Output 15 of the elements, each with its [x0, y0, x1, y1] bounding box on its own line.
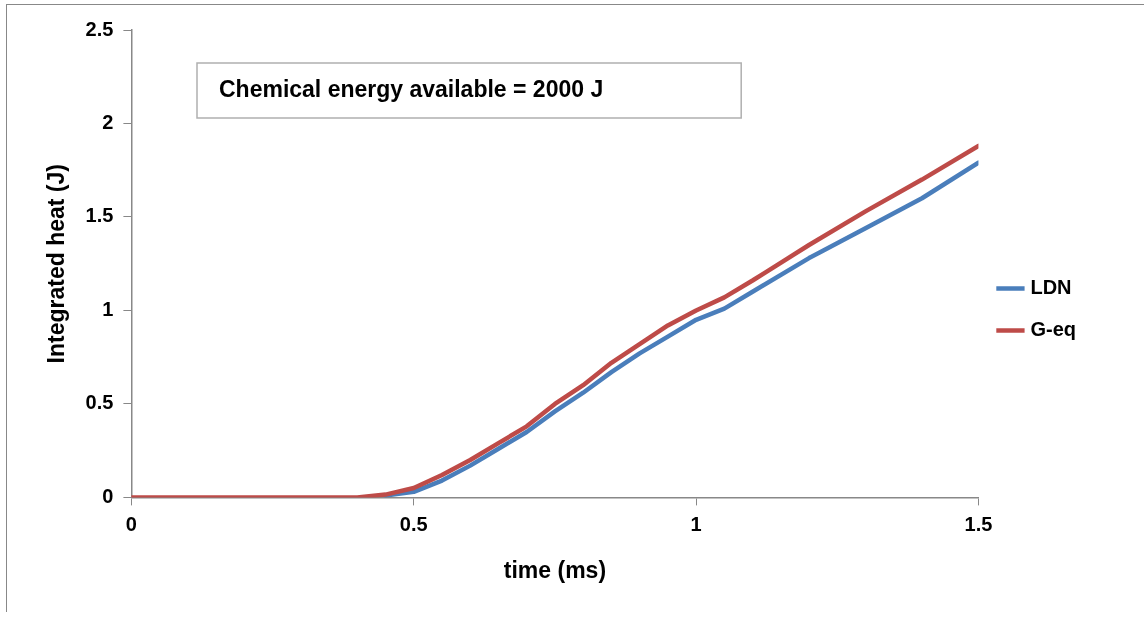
x-tick-label: 0.5 [399, 512, 428, 535]
y-tick-label: 0.5 [85, 391, 114, 414]
x-axis-title: time (ms) [503, 556, 607, 583]
legend-label: G-eq [1030, 318, 1077, 341]
legend-label: LDN [1030, 276, 1072, 299]
y-tick-label: 1 [102, 297, 114, 320]
x-tick-label: 0 [125, 512, 137, 535]
y-tick-label: 1.5 [85, 204, 114, 227]
x-tick-label: 1.5 [964, 512, 993, 535]
y-tick-label: 2.5 [85, 17, 114, 40]
annotation: Chemical energy available = 2000 J [219, 76, 604, 103]
y-tick-label: 2 [102, 111, 114, 133]
y-axis-title: Integrated heat (J) [43, 164, 70, 364]
y-tick-label: 0 [102, 484, 114, 507]
x-tick-label: 1 [690, 512, 702, 535]
